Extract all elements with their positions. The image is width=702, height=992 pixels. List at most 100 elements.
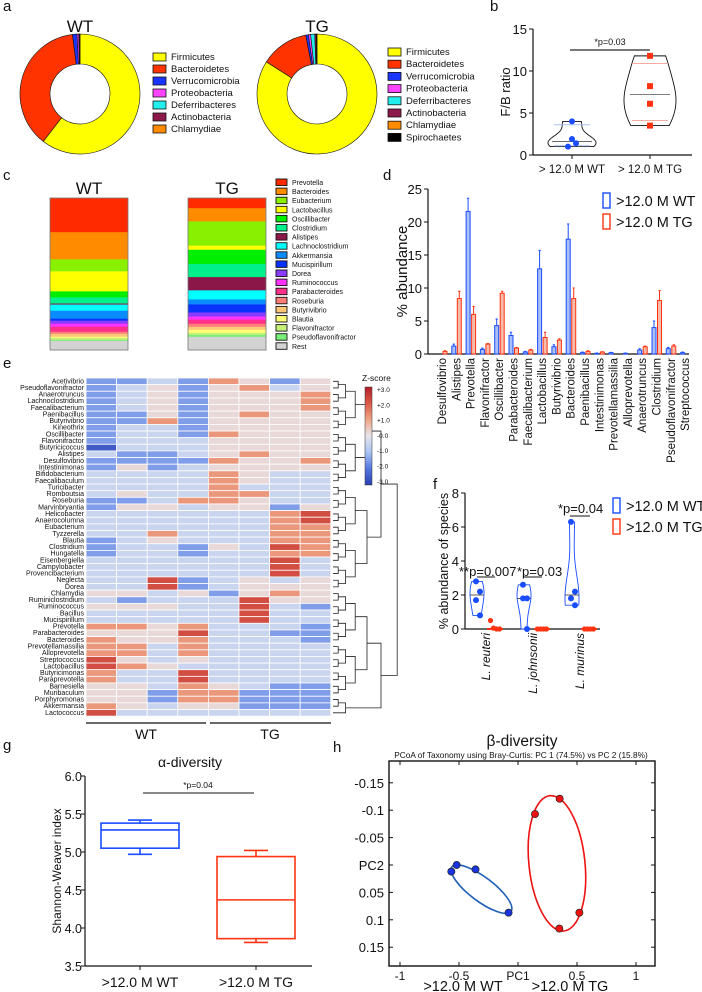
legend-label: Verrucomicrobia (171, 76, 240, 87)
heatmap-cell (238, 569, 271, 578)
legend-swatch (602, 192, 611, 209)
stack-segment-alistipes (50, 303, 128, 305)
heatmap-cell (116, 682, 148, 691)
heatmap-cell (299, 463, 332, 472)
heatmap-cell (116, 702, 148, 710)
heatmap-cell (146, 589, 179, 598)
stack-segment-roseburia (50, 331, 128, 335)
heatmap-cell (85, 636, 118, 644)
heatmap-cell (207, 483, 240, 492)
heatmap-cell (85, 516, 118, 525)
heatmap-cell (299, 569, 332, 578)
legend-label: Bacteroidetes (406, 59, 464, 70)
dendrogram-branch (333, 380, 339, 389)
heatmap-cell (116, 549, 148, 558)
heatmap-cell (238, 443, 271, 452)
heatmap-cell (299, 609, 332, 618)
data-point-wt (572, 588, 578, 595)
stack-segment-lachnoclostridium (50, 304, 128, 311)
y-tick-label: -0.1 (362, 803, 384, 818)
x-tick-label: -1 (395, 969, 406, 983)
heatmap-cell (85, 563, 118, 571)
heatmap-cell (146, 410, 179, 419)
heatmap-cell (146, 642, 179, 651)
heatmap-cell (116, 470, 148, 478)
heatmap-cell (116, 689, 148, 697)
heatmap-cell (177, 377, 209, 386)
stack-segment-pseudoflavonifractor (50, 339, 128, 342)
heatmap-cell (299, 457, 332, 465)
heatmap-cell (146, 384, 179, 392)
legend-label: Rest (292, 344, 306, 351)
row-label: Bacteroides (47, 637, 84, 644)
heatmap-cell (146, 682, 179, 691)
heatmap-cell (177, 536, 209, 545)
heatmap-cell (207, 636, 240, 644)
stack-segment-butyrivibrio (50, 333, 128, 338)
heatmap-cell (238, 603, 271, 611)
row-label: Kineothrix (53, 425, 85, 432)
row-label: Ruminiclostridium (29, 597, 84, 604)
y-tick-label: 6.0 (65, 770, 82, 784)
y-tick-label: 4.0 (65, 922, 82, 936)
heatmap-cell (269, 549, 301, 558)
heatmap-cell (177, 603, 209, 611)
heatmap-cell (116, 503, 148, 512)
heatmap-cell (238, 496, 271, 505)
heatmap-cell (238, 675, 271, 684)
heatmap-cell (85, 662, 118, 671)
heatmap-cell (85, 702, 118, 710)
heatmap-cell (207, 450, 240, 458)
significance-label: *p=0.03 (517, 564, 562, 579)
row-label: Parabacteroides (33, 630, 84, 637)
heatmap-cell (299, 404, 332, 412)
heatmap-cell (299, 649, 332, 657)
heatmap-cell (85, 437, 118, 445)
dendrogram-branch (338, 543, 346, 558)
heatmap-cell (116, 662, 148, 671)
heatmap-cell (207, 603, 240, 611)
row-label: Butyricimonas (40, 670, 84, 677)
heatmap-cell (146, 576, 179, 584)
dendrogram-branch (333, 407, 339, 415)
heatmap-cell (85, 417, 118, 425)
heatmap-cell (146, 417, 179, 425)
legend-swatch (152, 100, 167, 110)
heatmap-cell (269, 616, 301, 624)
stack-segment-parabacteroides (188, 319, 266, 325)
heatmap-cell (146, 523, 179, 531)
heatmap-cell (299, 629, 332, 637)
data-point-tg (496, 626, 503, 632)
heatmap-cell (177, 470, 209, 478)
legend-label: Firmicutes (406, 47, 450, 58)
y-axis-label: % abundance (394, 226, 411, 318)
heatmap-cell (269, 649, 301, 657)
heatmap-cell (85, 430, 118, 439)
heatmap-cell (116, 536, 148, 545)
stack-segment-clostridium (50, 297, 128, 304)
stack-outline (49, 197, 129, 351)
row-label: Alistipes (58, 451, 85, 458)
bar (442, 350, 448, 355)
heatmap-cell (177, 437, 209, 445)
bar (485, 343, 491, 355)
legend-label: Lachnoclostridium (292, 244, 349, 251)
dendrogram-branch (333, 553, 339, 561)
heatmap-cell (238, 656, 271, 664)
heatmap-cell (207, 377, 240, 386)
row-label: Hungatella (51, 551, 85, 558)
bar (565, 238, 571, 355)
data-point-wt (524, 626, 530, 632)
heatmap-cell (116, 649, 148, 657)
heatmap-cell (269, 397, 301, 405)
heatmap-cell (299, 503, 332, 512)
legend-swatch (387, 120, 402, 130)
heatmap-cell (299, 397, 332, 405)
heatmap-cell (116, 443, 148, 452)
data-point-wt (477, 588, 483, 595)
stack-segment-rest (188, 336, 266, 351)
heatmap-cell (207, 656, 240, 664)
heatmap-cell (85, 589, 118, 598)
stack-segment-prevotella (50, 198, 128, 233)
heatmap-cell (238, 636, 271, 644)
